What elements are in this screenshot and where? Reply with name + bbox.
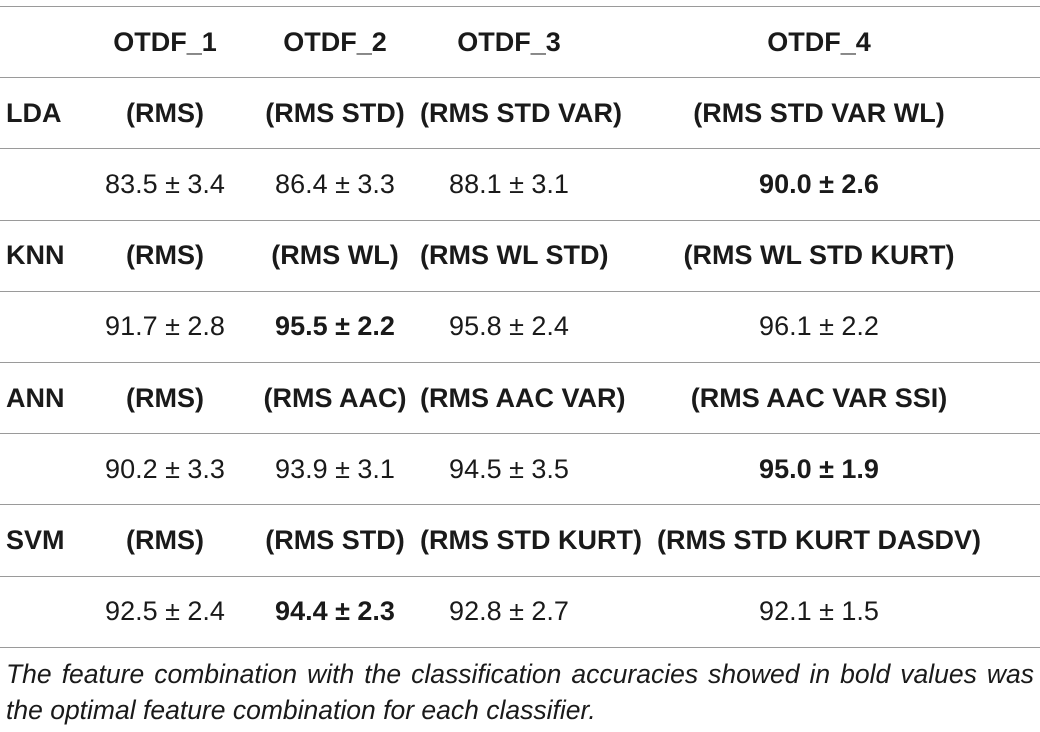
combo-row-lda: LDA (RMS) (RMS STD) (RMS STD VAR) (RMS S… xyxy=(0,77,1040,150)
empty-cell xyxy=(0,433,80,506)
combo-row-knn: KNN (RMS) (RMS WL) (RMS WL STD) (RMS WL … xyxy=(0,220,1040,292)
accuracy-cell: 83.5 ± 3.4 xyxy=(80,148,250,221)
accuracy-cell: 92.5 ± 2.4 xyxy=(80,576,250,648)
classifier-label-knn: KNN xyxy=(0,220,80,292)
accuracy-cell: 94.5 ± 3.5 xyxy=(420,433,598,506)
accuracy-row-knn: 91.7 ± 2.8 95.5 ± 2.2 95.8 ± 2.4 96.1 ± … xyxy=(0,291,1040,363)
column-header-corner xyxy=(0,5,80,79)
combo-cell: (RMS STD) xyxy=(250,504,420,577)
accuracy-cell: 86.4 ± 3.3 xyxy=(250,148,420,221)
header-row: OTDF_1 OTDF_2 OTDF_3 OTDF_4 xyxy=(0,5,1040,79)
accuracy-cell: 96.1 ± 2.2 xyxy=(598,291,1040,363)
classifier-label-ann: ANN xyxy=(0,362,80,435)
combo-cell: (RMS) xyxy=(80,77,250,150)
combo-cell: (RMS WL STD KURT) xyxy=(598,220,1040,292)
empty-cell xyxy=(0,576,80,648)
classifier-label-svm: SVM xyxy=(0,504,80,577)
results-table: OTDF_1 OTDF_2 OTDF_3 OTDF_4 LDA (RMS) (R… xyxy=(0,5,1040,648)
combo-cell: (RMS) xyxy=(80,362,250,435)
combo-cell: (RMS WL) xyxy=(250,220,420,292)
column-header-otdf-3: OTDF_3 xyxy=(420,5,598,79)
combo-row-svm: SVM (RMS) (RMS STD) (RMS STD KURT) (RMS … xyxy=(0,504,1040,577)
accuracy-cell: 95.5 ± 2.2 xyxy=(250,291,420,363)
combo-cell: (RMS AAC VAR SSI) xyxy=(598,362,1040,435)
combo-cell: (RMS) xyxy=(80,504,250,577)
accuracy-row-ann: 90.2 ± 3.3 93.9 ± 3.1 94.5 ± 3.5 95.0 ± … xyxy=(0,433,1040,506)
column-header-otdf-1: OTDF_1 xyxy=(80,5,250,79)
combo-row-ann: ANN (RMS) (RMS AAC) (RMS AAC VAR) (RMS A… xyxy=(0,362,1040,435)
accuracy-cell: 90.2 ± 3.3 xyxy=(80,433,250,506)
table-footnote: The feature combination with the classif… xyxy=(6,659,1034,725)
combo-cell: (RMS AAC VAR) xyxy=(420,362,625,435)
empty-cell xyxy=(0,148,80,221)
accuracy-cell: 93.9 ± 3.1 xyxy=(250,433,420,506)
combo-cell: (RMS) xyxy=(80,220,250,292)
combo-cell: (RMS AAC) xyxy=(250,362,420,435)
accuracy-cell: 90.0 ± 2.6 xyxy=(598,148,1040,221)
results-table-container: OTDF_1 OTDF_2 OTDF_3 OTDF_4 LDA (RMS) (R… xyxy=(0,5,1040,648)
combo-cell: (RMS STD VAR) xyxy=(420,77,622,150)
accuracy-row-svm: 92.5 ± 2.4 94.4 ± 2.3 92.8 ± 2.7 92.1 ± … xyxy=(0,576,1040,648)
classifier-label-lda: LDA xyxy=(0,77,80,150)
accuracy-cell: 95.0 ± 1.9 xyxy=(598,433,1040,506)
combo-cell: (RMS WL STD) xyxy=(420,220,608,292)
combo-cell: (RMS STD VAR WL) xyxy=(598,77,1040,150)
accuracy-cell: 95.8 ± 2.4 xyxy=(420,291,598,363)
accuracy-cell: 92.1 ± 1.5 xyxy=(598,576,1040,648)
combo-cell: (RMS STD KURT) xyxy=(420,504,642,577)
accuracy-cell: 88.1 ± 3.1 xyxy=(420,148,598,221)
accuracy-row-lda: 83.5 ± 3.4 86.4 ± 3.3 88.1 ± 3.1 90.0 ± … xyxy=(0,148,1040,221)
accuracy-cell: 94.4 ± 2.3 xyxy=(250,576,420,648)
column-header-otdf-2: OTDF_2 xyxy=(250,5,420,79)
combo-cell: (RMS STD KURT DASDV) xyxy=(598,504,1040,577)
accuracy-cell: 91.7 ± 2.8 xyxy=(80,291,250,363)
column-header-otdf-4: OTDF_4 xyxy=(598,5,1040,79)
accuracy-cell: 92.8 ± 2.7 xyxy=(420,576,598,648)
empty-cell xyxy=(0,291,80,363)
combo-cell: (RMS STD) xyxy=(250,77,420,150)
